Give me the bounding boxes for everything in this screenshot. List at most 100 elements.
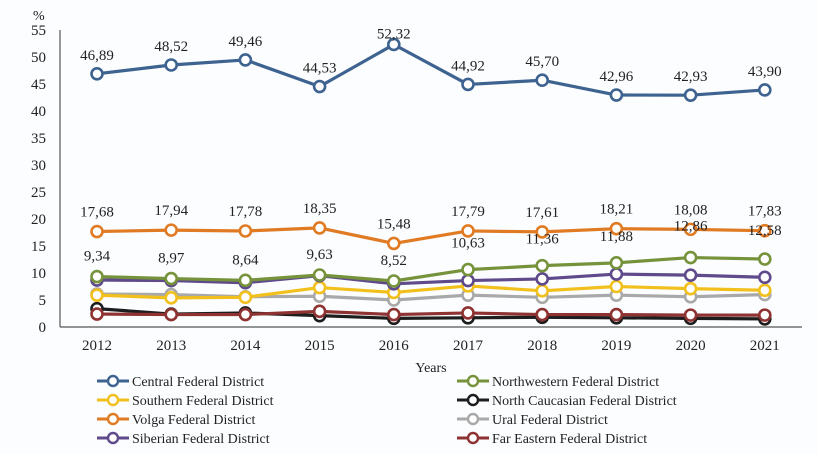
legend-label: Ural Federal District — [492, 413, 608, 428]
data-point — [535, 73, 550, 88]
data-label: 8,97 — [158, 251, 185, 267]
x-axis-title: Years — [415, 361, 446, 376]
data-point — [609, 88, 624, 102]
data-point — [386, 236, 401, 251]
data-point — [238, 290, 253, 305]
data-point — [238, 273, 253, 288]
x-tick-label: 2017 — [453, 338, 484, 354]
legend-label: Southern Federal District — [132, 394, 274, 409]
x-tick-label: 2021 — [750, 338, 780, 354]
x-tick-labels: 2012 2013 2014 2015 2016 2017 2018 2019 2020 2021 — [82, 338, 780, 354]
x-tick-label: 2015 — [305, 338, 335, 354]
legend-label: Siberian Federal District — [132, 432, 270, 447]
data-label: 52,32 — [377, 26, 411, 42]
x-tick-label: 2020 — [676, 338, 706, 354]
data-label: 8,52 — [381, 253, 407, 269]
data-point — [535, 225, 550, 239]
y-tick-label: 30 — [31, 158, 46, 174]
x-tick-label: 2013 — [156, 338, 186, 354]
data-point — [535, 284, 550, 298]
data-point — [535, 307, 550, 322]
x-tick-label: 2018 — [527, 338, 557, 354]
data-point — [535, 258, 550, 273]
legend: Central Federal District Northwestern Fed… — [97, 374, 677, 447]
data-label: 17,94 — [154, 203, 188, 219]
legend-item-ural-federal-district: Ural Federal District — [457, 412, 608, 428]
data-point — [757, 223, 772, 238]
data-label: 48,52 — [154, 39, 188, 55]
series-northwestern-federal-district — [90, 250, 772, 288]
series-layer — [90, 37, 772, 326]
data-point — [164, 291, 178, 305]
data-point — [312, 79, 327, 94]
legend-item-north-caucasian-federal-district: North Caucasian Federal District — [457, 393, 677, 409]
data-point — [90, 307, 104, 321]
legend-label: North Caucasian Federal District — [492, 394, 677, 409]
data-label: 18,08 — [674, 202, 708, 218]
data-label: 17,78 — [229, 204, 263, 220]
data-labels-layer: 46,89 48,52 49,46 44,53 52,32 44,92 45,70 42,96… — [80, 26, 782, 269]
data-label: 12,86 — [674, 219, 708, 235]
data-point — [386, 37, 401, 52]
data-label: 10,63 — [451, 236, 485, 252]
data-label: 8,64 — [232, 252, 259, 268]
data-label: 44,92 — [451, 58, 485, 74]
data-point — [461, 273, 475, 288]
y-tick-label: 15 — [31, 239, 46, 255]
legend-item-far-eastern-federal-district: Far Eastern Federal District — [457, 431, 647, 447]
series-central-federal-district — [90, 37, 772, 102]
data-label: 18,35 — [303, 201, 337, 217]
y-tick-label: 0 — [39, 320, 47, 336]
legend-marker-icon — [106, 412, 120, 426]
data-label: 44,53 — [303, 61, 337, 77]
series-line — [96, 272, 765, 286]
legend-label: Northwestern Federal District — [492, 375, 659, 390]
data-point — [609, 307, 624, 322]
data-point — [609, 267, 624, 281]
y-tick-labels: 0 5 10 15 20 25 30 35 40 45 50 55 — [31, 23, 46, 336]
series-line — [96, 226, 765, 246]
data-point — [461, 262, 475, 277]
legend-item-northwestern-federal-district: Northwestern Federal District — [457, 374, 659, 390]
y-tick-label: 40 — [31, 104, 46, 120]
data-point — [238, 224, 253, 238]
data-label: 12,58 — [748, 223, 782, 239]
data-label: 42,96 — [600, 69, 634, 85]
data-point — [238, 53, 253, 67]
legend-label: Central Federal District — [132, 375, 264, 390]
y-tick-label: 50 — [31, 50, 46, 66]
legend-item-siberian-federal-district: Siberian Federal District — [97, 431, 270, 447]
data-point — [386, 274, 401, 288]
series-line — [96, 309, 765, 317]
data-point — [461, 224, 475, 238]
data-point — [683, 250, 698, 265]
legend-item-volga-federal-district: Volga Federal District — [97, 412, 255, 428]
legend-marker-icon — [466, 374, 480, 388]
data-point — [312, 268, 327, 282]
data-point — [757, 83, 772, 97]
axes: % Years — [33, 9, 802, 376]
data-label: 43,90 — [748, 64, 782, 80]
data-label: 9,63 — [306, 247, 332, 263]
series-line — [96, 292, 765, 302]
data-label: 17,68 — [80, 205, 114, 221]
y-tick-label: 5 — [39, 293, 47, 309]
data-label: 11,36 — [526, 232, 560, 248]
y-tick-label: 55 — [31, 23, 46, 39]
y-tick-label: 10 — [31, 266, 46, 282]
data-point — [312, 280, 327, 295]
data-point — [757, 308, 772, 322]
series-far-eastern-federal-district — [90, 304, 772, 322]
data-point — [164, 58, 178, 72]
legend-marker-icon — [466, 412, 480, 426]
data-label: 9,34 — [84, 249, 111, 265]
data-point — [461, 77, 475, 92]
data-label: 46,89 — [80, 48, 114, 64]
x-tick-label: 2019 — [601, 338, 631, 354]
data-point — [683, 281, 698, 296]
legend-marker-icon — [106, 431, 120, 445]
legend-item-central-federal-district: Central Federal District — [97, 374, 264, 390]
data-point — [609, 256, 624, 270]
x-tick-label: 2016 — [379, 338, 410, 354]
data-point — [238, 307, 253, 322]
